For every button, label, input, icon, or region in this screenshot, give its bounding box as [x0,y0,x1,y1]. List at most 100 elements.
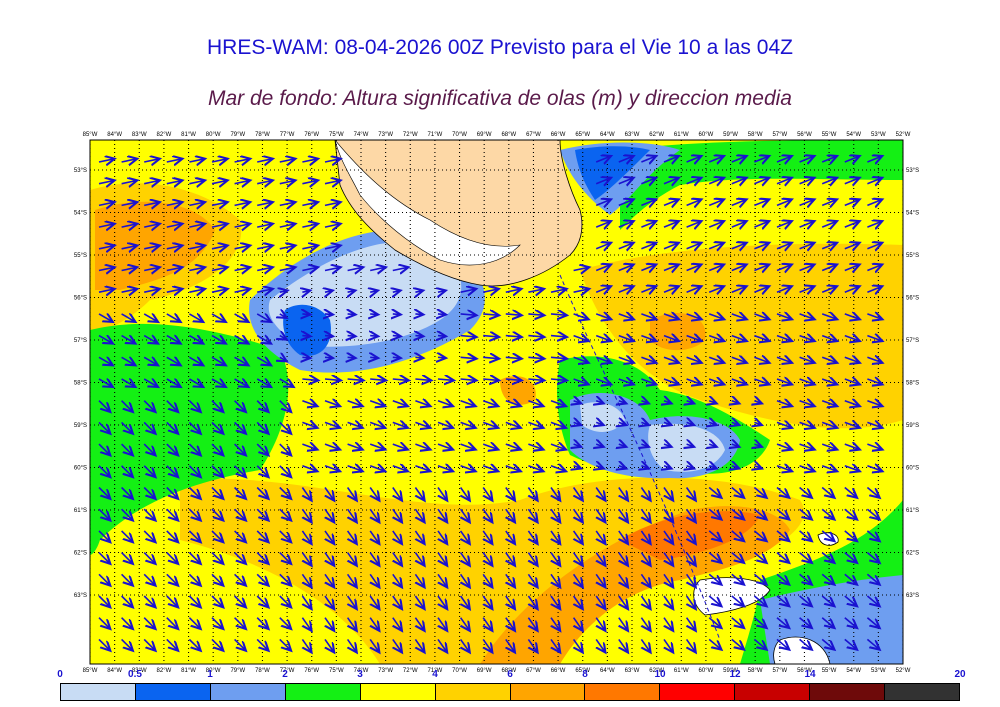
direction-arrow [821,617,834,628]
direction-arrow [686,221,702,227]
direction-arrow [234,617,246,629]
direction-arrow [415,314,423,315]
direction-arrow [302,401,317,406]
direction-arrow [325,638,334,652]
direction-arrow [731,221,747,227]
direction-arrow [776,444,792,449]
direction-arrow [256,552,268,564]
direction-arrow [799,265,815,271]
direction-arrow [641,530,650,544]
direction-arrow [234,224,251,227]
direction-arrow [641,357,656,362]
colorbar-segment [585,684,661,700]
direction-arrow [596,595,605,609]
direction-arrow [641,595,650,609]
direction-arrow [143,552,155,564]
direction-arrow [460,401,476,406]
direction-arrow [166,180,183,183]
direction-arrow [257,180,273,183]
lon-label-top: 73°W [378,132,393,138]
direction-arrow [302,291,310,293]
direction-arrow [302,573,311,587]
direction-arrow [799,221,815,227]
direction-arrow [866,638,879,649]
direction-arrow [799,401,815,406]
direction-arrow [234,573,246,585]
direction-arrow [143,357,158,365]
direction-arrow [98,552,110,564]
direction-arrow [596,638,605,652]
direction-arrow [731,573,744,584]
direction-arrow [619,508,628,522]
lat-label-left: 62°S [74,551,87,557]
direction-arrow [415,617,424,631]
direction-arrow [550,401,566,406]
colorbar-segment [435,684,511,700]
direction-arrow [753,595,766,606]
direction-arrow [279,421,291,433]
direction-arrow [98,357,113,365]
direction-arrow [731,336,747,341]
direction-arrow [799,336,815,341]
direction-arrow [483,508,492,522]
direction-arrow [347,422,363,427]
direction-arrow [460,289,477,292]
direction-arrow [821,401,837,406]
direction-arrow [415,573,424,587]
direction-arrow [776,638,789,649]
direction-arrow [731,379,747,384]
direction-arrow [347,267,364,270]
direction-arrow [708,156,724,162]
direction-arrow [573,379,589,384]
lat-label-right: 54°S [906,211,919,217]
direction-arrow [619,487,628,501]
direction-arrow [324,267,341,270]
direction-arrow [528,314,544,315]
direction-arrow [551,573,560,587]
direction-arrow [370,379,386,380]
lon-label-bottom: 63°W [625,668,640,674]
direction-arrow [551,595,560,609]
lon-label-bottom: 79°W [230,668,245,674]
lon-label-bottom: 68°W [501,668,516,674]
direction-arrow [844,595,857,606]
direction-arrow [415,487,424,501]
direction-arrow [438,530,447,544]
direction-arrow [866,617,879,628]
lat-label-right: 59°S [906,423,919,429]
direction-arrow [821,243,837,249]
direction-arrow [595,336,611,341]
direction-arrow [302,617,311,631]
direction-arrow [821,466,837,471]
direction-arrow [619,595,628,609]
direction-arrow [256,314,271,322]
lon-label-bottom: 71°W [428,668,443,674]
direction-arrow [731,265,747,271]
direction-arrow [687,487,696,501]
direction-arrow [754,265,769,271]
direction-arrow [188,638,200,650]
direction-arrow [776,551,789,563]
direction-arrow [641,286,656,292]
direction-arrow [143,530,155,542]
direction-arrow [574,552,583,566]
direction-arrow [686,357,702,362]
direction-arrow [234,379,249,387]
land-archipelago-ice [334,140,521,266]
direction-arrow [257,245,273,248]
lon-label-bottom: 77°W [280,668,295,674]
direction-arrow [279,617,291,629]
lat-label-left: 53°S [74,168,87,174]
lon-label-bottom: 69°W [477,668,492,674]
direction-arrow [753,551,766,563]
direction-arrow [664,617,673,631]
direction-arrow [821,638,834,649]
lat-label-left: 61°S [74,508,87,514]
direction-arrow [324,379,341,380]
direction-arrow [641,156,656,162]
direction-arrow [98,443,110,455]
lon-label-top: 83°W [132,132,147,138]
direction-arrow [754,314,769,319]
direction-arrow [211,443,223,455]
direction-arrow [256,595,268,607]
